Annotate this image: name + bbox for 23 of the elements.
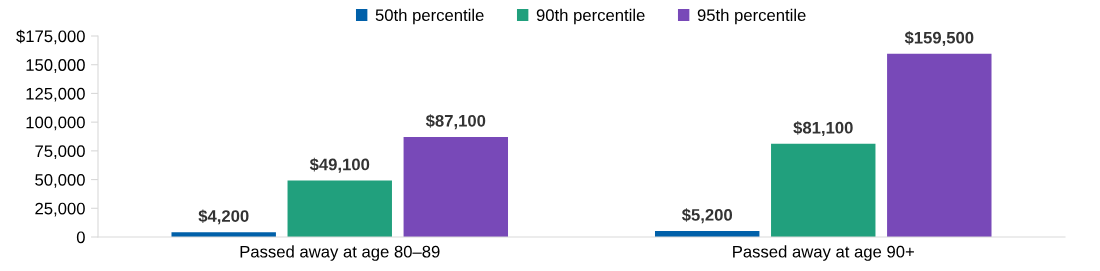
data-label: $4,200 [198, 209, 249, 225]
bar [287, 180, 392, 237]
y-tick-label: 75,000 [35, 145, 85, 160]
y-tick-label: 25,000 [35, 202, 85, 217]
data-label: $81,100 [793, 121, 853, 137]
data-label: $49,100 [309, 157, 370, 173]
x-tick-label: Passed away at age 90+ [733, 245, 914, 261]
x-tick-label: Passed away at age 80–89 [240, 245, 440, 261]
legend-label: 50th percentile [375, 8, 484, 25]
y-tick-label: 100,000 [26, 116, 85, 131]
data-label: $5,200 [681, 208, 733, 224]
y-tick-label: 150,000 [26, 59, 85, 73]
y-tick-label: 0 [76, 231, 85, 244]
legend-label: 90th percentile [536, 8, 645, 25]
bar [887, 53, 992, 237]
bar [403, 136, 509, 237]
data-label: $159,500 [904, 31, 974, 46]
data-label: $87,100 [425, 114, 486, 130]
y-tick-label: 125,000 [26, 87, 85, 102]
y-tick-label: $175,000 [16, 29, 85, 45]
legend-label: 95th percentile [697, 8, 806, 25]
y-tick-label: 50,000 [35, 173, 85, 188]
bar [771, 143, 876, 237]
